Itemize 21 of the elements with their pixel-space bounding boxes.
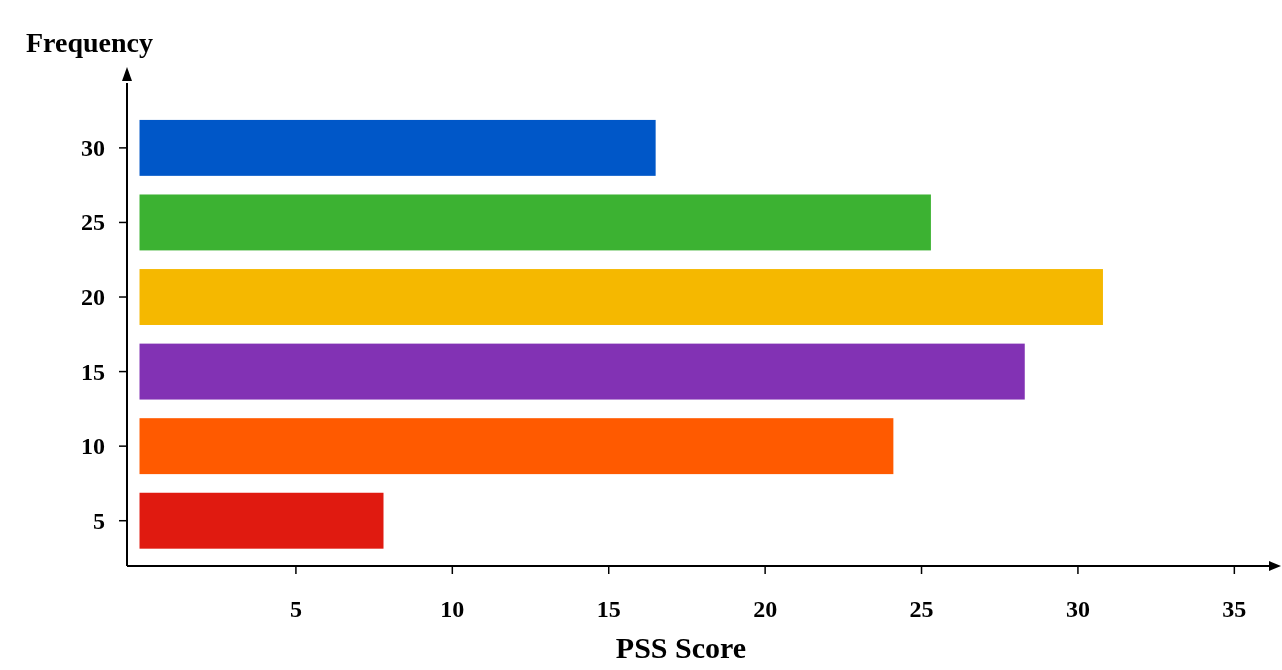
x-tick-label: 5 <box>289 596 302 622</box>
y-tick-label: 20 <box>81 284 105 311</box>
y-tick-label: 5 <box>93 507 105 534</box>
x-tick-label: 20 <box>753 596 778 622</box>
y-tick-label: 30 <box>81 134 105 161</box>
x-tick-label: 10 <box>440 596 465 622</box>
bar <box>139 269 1103 325</box>
x-axis-title: PSS Score <box>615 631 747 664</box>
bar <box>139 119 656 176</box>
bar <box>139 343 1025 400</box>
y-tick-label: 15 <box>81 358 105 385</box>
bar <box>139 492 384 549</box>
bar <box>139 418 894 475</box>
bar <box>139 194 931 251</box>
y-tick-label: 25 <box>81 209 105 236</box>
x-tick-label: 25 <box>909 596 934 622</box>
y-axis-title: Frequency <box>26 27 154 58</box>
y-tick-label: 10 <box>81 433 105 460</box>
x-tick-label: 35 <box>1222 596 1247 622</box>
x-tick-label: 30 <box>1065 596 1090 622</box>
x-tick-label: 15 <box>596 596 621 622</box>
